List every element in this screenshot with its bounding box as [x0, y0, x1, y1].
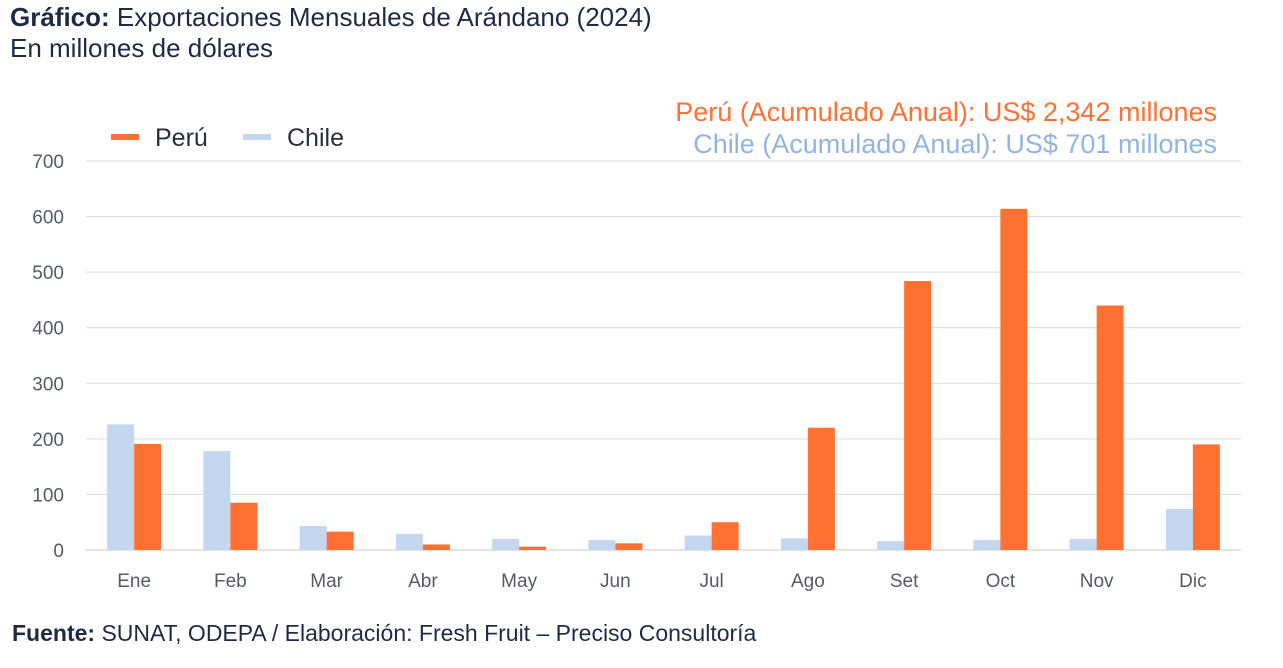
bar-chile-set — [877, 541, 905, 550]
bar-peru-mar — [326, 531, 354, 550]
chart-title-text: Exportaciones Mensuales de Arándano (202… — [109, 2, 652, 32]
x-axis-ticks: Ene Feb Mar Abr May Jun Jul Ago Set Oct Nov Dic — [117, 571, 1206, 592]
source-note: Fuente: SUNAT, ODEPA / Elaboración: Fres… — [12, 620, 756, 647]
legend: Perú Chile — [111, 124, 344, 152]
bar-chile-nov — [1069, 538, 1097, 550]
x-tick-label: Mar — [310, 571, 343, 592]
x-tick-label: Feb — [214, 571, 247, 592]
bar-peru-nov — [1096, 305, 1124, 550]
bar-peru-jul — [711, 522, 739, 550]
y-tick-label: 500 — [32, 263, 64, 284]
x-tick-label: Set — [890, 571, 919, 592]
y-axis-ticks: 0 100 200 300 400 500 600 700 — [32, 152, 64, 562]
bar-chile-jun — [588, 539, 616, 550]
bar-chile-oct — [973, 539, 1001, 550]
y-tick-label: 100 — [32, 485, 64, 506]
bar-peru-oct — [1000, 208, 1028, 550]
y-tick-label: 0 — [53, 541, 64, 562]
bars — [107, 208, 1220, 550]
bar-chile-may — [492, 538, 520, 550]
bar-peru-ene — [134, 443, 162, 550]
bar-peru-ago — [807, 427, 835, 550]
bar-peru-set — [904, 281, 932, 550]
bar-chile-mar — [299, 526, 327, 550]
y-tick-label: 600 — [32, 208, 64, 229]
annotation-chile-total: Chile (Acumulado Anual): US$ 701 millone… — [693, 129, 1217, 159]
x-tick-label: Ago — [791, 571, 825, 592]
bar-chile-feb — [203, 451, 231, 550]
x-tick-label: Jun — [600, 571, 631, 592]
chart-title-block: Gráfico: Exportaciones Mensuales de Arán… — [10, 2, 652, 64]
bar-chile-ago — [780, 538, 808, 550]
chart-title-prefix: Gráfico: — [10, 2, 110, 32]
bar-peru-feb — [230, 502, 258, 550]
y-tick-label: 400 — [32, 319, 64, 340]
bar-peru-may — [519, 546, 547, 550]
x-tick-label: Oct — [986, 571, 1016, 592]
legend-label-peru: Perú — [155, 124, 208, 152]
x-tick-label: Dic — [1179, 571, 1206, 592]
bar-chile-abr — [395, 533, 423, 550]
bar-chile-dic — [1165, 508, 1193, 550]
y-tick-label: 200 — [32, 430, 64, 451]
bar-peru-jun — [615, 543, 643, 550]
annotation-peru-total: Perú (Acumulado Anual): US$ 2,342 millon… — [675, 97, 1217, 127]
bar-chile-jul — [684, 535, 712, 550]
x-tick-label: Jul — [699, 571, 723, 592]
y-tick-label: 700 — [32, 152, 64, 173]
source-text: SUNAT, ODEPA / Elaboración: Fresh Fruit … — [95, 620, 757, 646]
x-tick-label: Abr — [408, 571, 438, 592]
chart-title: Gráfico: Exportaciones Mensuales de Arán… — [10, 2, 652, 33]
legend-label-chile: Chile — [287, 124, 344, 152]
bar-peru-abr — [422, 544, 450, 550]
x-tick-label: Ene — [117, 571, 151, 592]
x-tick-label: Nov — [1080, 571, 1114, 592]
y-tick-label: 300 — [32, 374, 64, 395]
x-tick-label: May — [501, 571, 537, 592]
source-prefix: Fuente: — [12, 620, 96, 646]
chart-subtitle: En millones de dólares — [10, 33, 274, 63]
bar-chile-ene — [107, 424, 135, 550]
grid-lines — [86, 160, 1241, 551]
bar-peru-dic — [1192, 444, 1220, 550]
